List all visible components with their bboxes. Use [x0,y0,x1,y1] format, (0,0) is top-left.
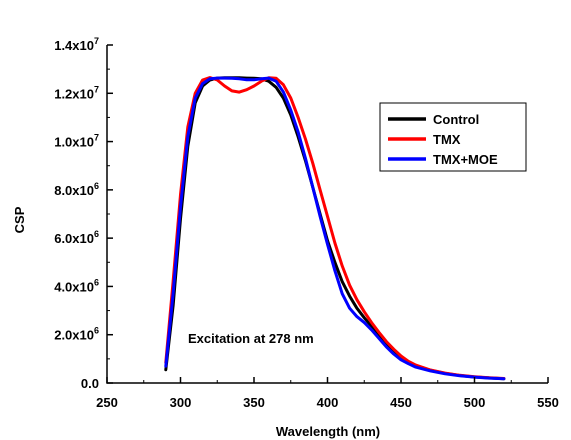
y-tick-label: 2.0x106 [54,326,99,343]
y-tick-label: 4.0x106 [54,277,99,294]
series-line-tmx-moe [164,76,506,381]
x-tick-label: 550 [537,395,559,410]
y-tick-label: 1.2x107 [54,84,99,101]
legend-label: Control [433,112,479,127]
x-tick-label: 250 [96,395,118,410]
x-tick-label: 450 [390,395,412,410]
legend-items: Control TMX TMX+MOE [388,112,498,167]
legend: Control TMX TMX+MOE [379,102,527,172]
y-tick-label: 8.0x106 [54,181,99,198]
y-tick-label: 0.0 [81,376,99,391]
x-tick-label: 400 [317,395,339,410]
y-tick-label: 1.4x107 [54,36,99,53]
x-tick-label: 500 [464,395,486,410]
legend-label: TMX+MOE [433,152,498,167]
series-layer [164,76,506,381]
x-tick-label: 350 [243,395,265,410]
annotation-excitation: Excitation at 278 nm [188,331,314,346]
y-tick-label: 6.0x106 [54,229,99,246]
tick-layer: 250 300 350 400 450 500 550 0.0 2.0x106 4.0x106 6.… [54,36,559,410]
y-axis-title: CSP [12,206,27,233]
x-tick-label: 300 [170,395,192,410]
legend-label: TMX [433,132,461,147]
y-tick-label: 1.0x107 [54,133,99,150]
x-axis-title: Wavelength (nm) [276,424,380,439]
